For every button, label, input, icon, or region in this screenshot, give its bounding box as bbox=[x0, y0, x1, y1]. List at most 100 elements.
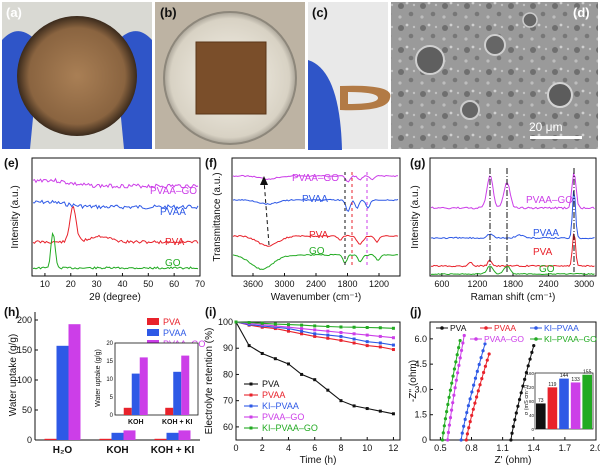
point-j-2 bbox=[465, 410, 469, 415]
series-g-pvaago bbox=[430, 172, 595, 210]
point-j-1 bbox=[487, 352, 491, 356]
point-j-2 bbox=[483, 342, 487, 346]
bar-h-2-2 bbox=[178, 430, 191, 440]
point-i-0 bbox=[365, 407, 369, 411]
y-axis-label-j: -Z'' (ohm) bbox=[408, 360, 419, 402]
legend-label-h: PVAA bbox=[163, 328, 186, 338]
panel-label-d: (d) bbox=[573, 5, 590, 20]
chart-i-ytick-label: 80 bbox=[223, 369, 233, 379]
point-j-0 bbox=[516, 404, 520, 408]
point-i-1 bbox=[391, 348, 395, 352]
chart-f-xtick-label: 3600 bbox=[243, 279, 263, 289]
chart-j-xtick-label: 0.8 bbox=[465, 443, 478, 453]
point-j-2 bbox=[479, 356, 483, 360]
point-j-2 bbox=[463, 417, 467, 422]
point-i-4 bbox=[234, 320, 238, 324]
point-j-1 bbox=[468, 419, 472, 424]
legend-marker-i bbox=[249, 393, 253, 397]
chart-j-ytick-label: 3.0 bbox=[414, 384, 427, 394]
point-j-3 bbox=[453, 386, 457, 390]
point-j-2 bbox=[459, 438, 463, 442]
point-i-1 bbox=[365, 344, 369, 348]
point-i-0 bbox=[339, 399, 343, 403]
series-g-pvaa bbox=[430, 190, 595, 240]
point-i-4 bbox=[300, 323, 304, 327]
inset-bar-label-j: 73 bbox=[538, 398, 544, 404]
point-i-1 bbox=[300, 332, 304, 336]
point-j-1 bbox=[482, 370, 486, 375]
panel-label-j: (j) bbox=[410, 305, 421, 319]
point-i-3 bbox=[339, 330, 343, 334]
chart-f-xtick-label: 1200 bbox=[369, 279, 389, 289]
series-label-f-pvaa: PVAA bbox=[302, 194, 328, 205]
point-i-4 bbox=[260, 321, 264, 325]
chart-i-xtick-label: 0 bbox=[233, 443, 238, 453]
bar-h-2-0 bbox=[154, 438, 167, 440]
point-j-4 bbox=[455, 353, 459, 357]
inset-bar-h-0-0 bbox=[123, 407, 132, 415]
x-axis-label-e: 2θ (degree) bbox=[89, 292, 141, 303]
point-j-2 bbox=[477, 362, 481, 367]
inset-bar-label-j: 144 bbox=[560, 373, 569, 379]
chart-j-ytick-label: 6.0 bbox=[414, 334, 427, 344]
series-f-go bbox=[232, 253, 399, 271]
chart-g-xtick-label: 1800 bbox=[503, 279, 523, 289]
legend-label-i: PVAA bbox=[262, 390, 285, 400]
point-j-4 bbox=[447, 395, 451, 399]
chart-i-xtick-label: 6 bbox=[312, 443, 317, 453]
panel-label-h: (h) bbox=[4, 305, 19, 319]
chart-f-xtick-label: 2400 bbox=[306, 279, 326, 289]
point-i-3 bbox=[300, 327, 304, 331]
point-j-1 bbox=[483, 364, 488, 368]
inset-y-label-h: Water uptake (g/g) bbox=[95, 349, 102, 407]
inset-bar-h-0-1 bbox=[131, 373, 140, 415]
legend-label-j: PVAA bbox=[494, 323, 516, 333]
chart-g: (g) 600 1200 1800 2400 3000 Raman shift (cm⁻… bbox=[410, 156, 597, 303]
series-label-f-go: GO bbox=[309, 246, 325, 257]
inset-ytick-label-j: 120 bbox=[526, 385, 534, 390]
bar-h-1-2 bbox=[123, 430, 136, 440]
chart-i-xtick-label: 12 bbox=[388, 443, 398, 453]
legend-marker-i bbox=[249, 415, 253, 419]
point-j-0 bbox=[521, 384, 525, 388]
point-i-1 bbox=[352, 341, 356, 345]
point-i-3 bbox=[352, 332, 356, 336]
point-j-3 bbox=[447, 423, 452, 427]
legend-marker-j bbox=[474, 337, 478, 341]
category-label-h: KOH + KI bbox=[151, 445, 195, 456]
inset-ytick-label-h: 0 bbox=[110, 413, 114, 419]
inset-ytick-label-h: 20 bbox=[106, 341, 113, 347]
point-j-3 bbox=[451, 401, 455, 405]
legend-marker-j bbox=[484, 326, 488, 330]
chart-i-xtick-label: 4 bbox=[286, 443, 291, 453]
point-i-3 bbox=[326, 329, 330, 333]
point-j-1 bbox=[470, 413, 474, 418]
point-j-1 bbox=[465, 432, 470, 436]
chart-j-xtick-label: 1.4 bbox=[527, 443, 540, 453]
arrow-f-oh bbox=[263, 179, 270, 246]
point-j-4 bbox=[448, 388, 452, 392]
legend-marker-i bbox=[249, 382, 253, 386]
point-j-0 bbox=[514, 411, 518, 415]
point-i-0 bbox=[378, 409, 382, 413]
chart-j-xtick-label: 2.0 bbox=[590, 443, 600, 453]
point-i-1 bbox=[326, 336, 330, 340]
point-j-3 bbox=[458, 356, 462, 360]
point-j-1 bbox=[478, 383, 482, 387]
series-f-pva bbox=[232, 234, 399, 247]
chart-f-xtick-label: 1800 bbox=[337, 279, 357, 289]
chart-e-xtick-label: 10 bbox=[40, 279, 50, 289]
inset-bar-j-1 bbox=[547, 387, 558, 429]
inset-category-label-h: KOH bbox=[128, 419, 144, 426]
chart-h-ytick-label: 0 bbox=[27, 435, 32, 445]
point-j-3 bbox=[454, 378, 458, 382]
panel-label-f: (f) bbox=[205, 156, 217, 170]
legend-label-h: PVA bbox=[163, 317, 180, 327]
y-axis-label-e: Intensity (a.u.) bbox=[10, 185, 21, 248]
point-i-4 bbox=[273, 322, 277, 326]
scale-bar-label: 20 μm bbox=[529, 120, 563, 134]
point-i-3 bbox=[391, 336, 395, 340]
point-j-0 bbox=[511, 424, 515, 429]
inset-ytick-label-j: 80 bbox=[529, 399, 535, 404]
